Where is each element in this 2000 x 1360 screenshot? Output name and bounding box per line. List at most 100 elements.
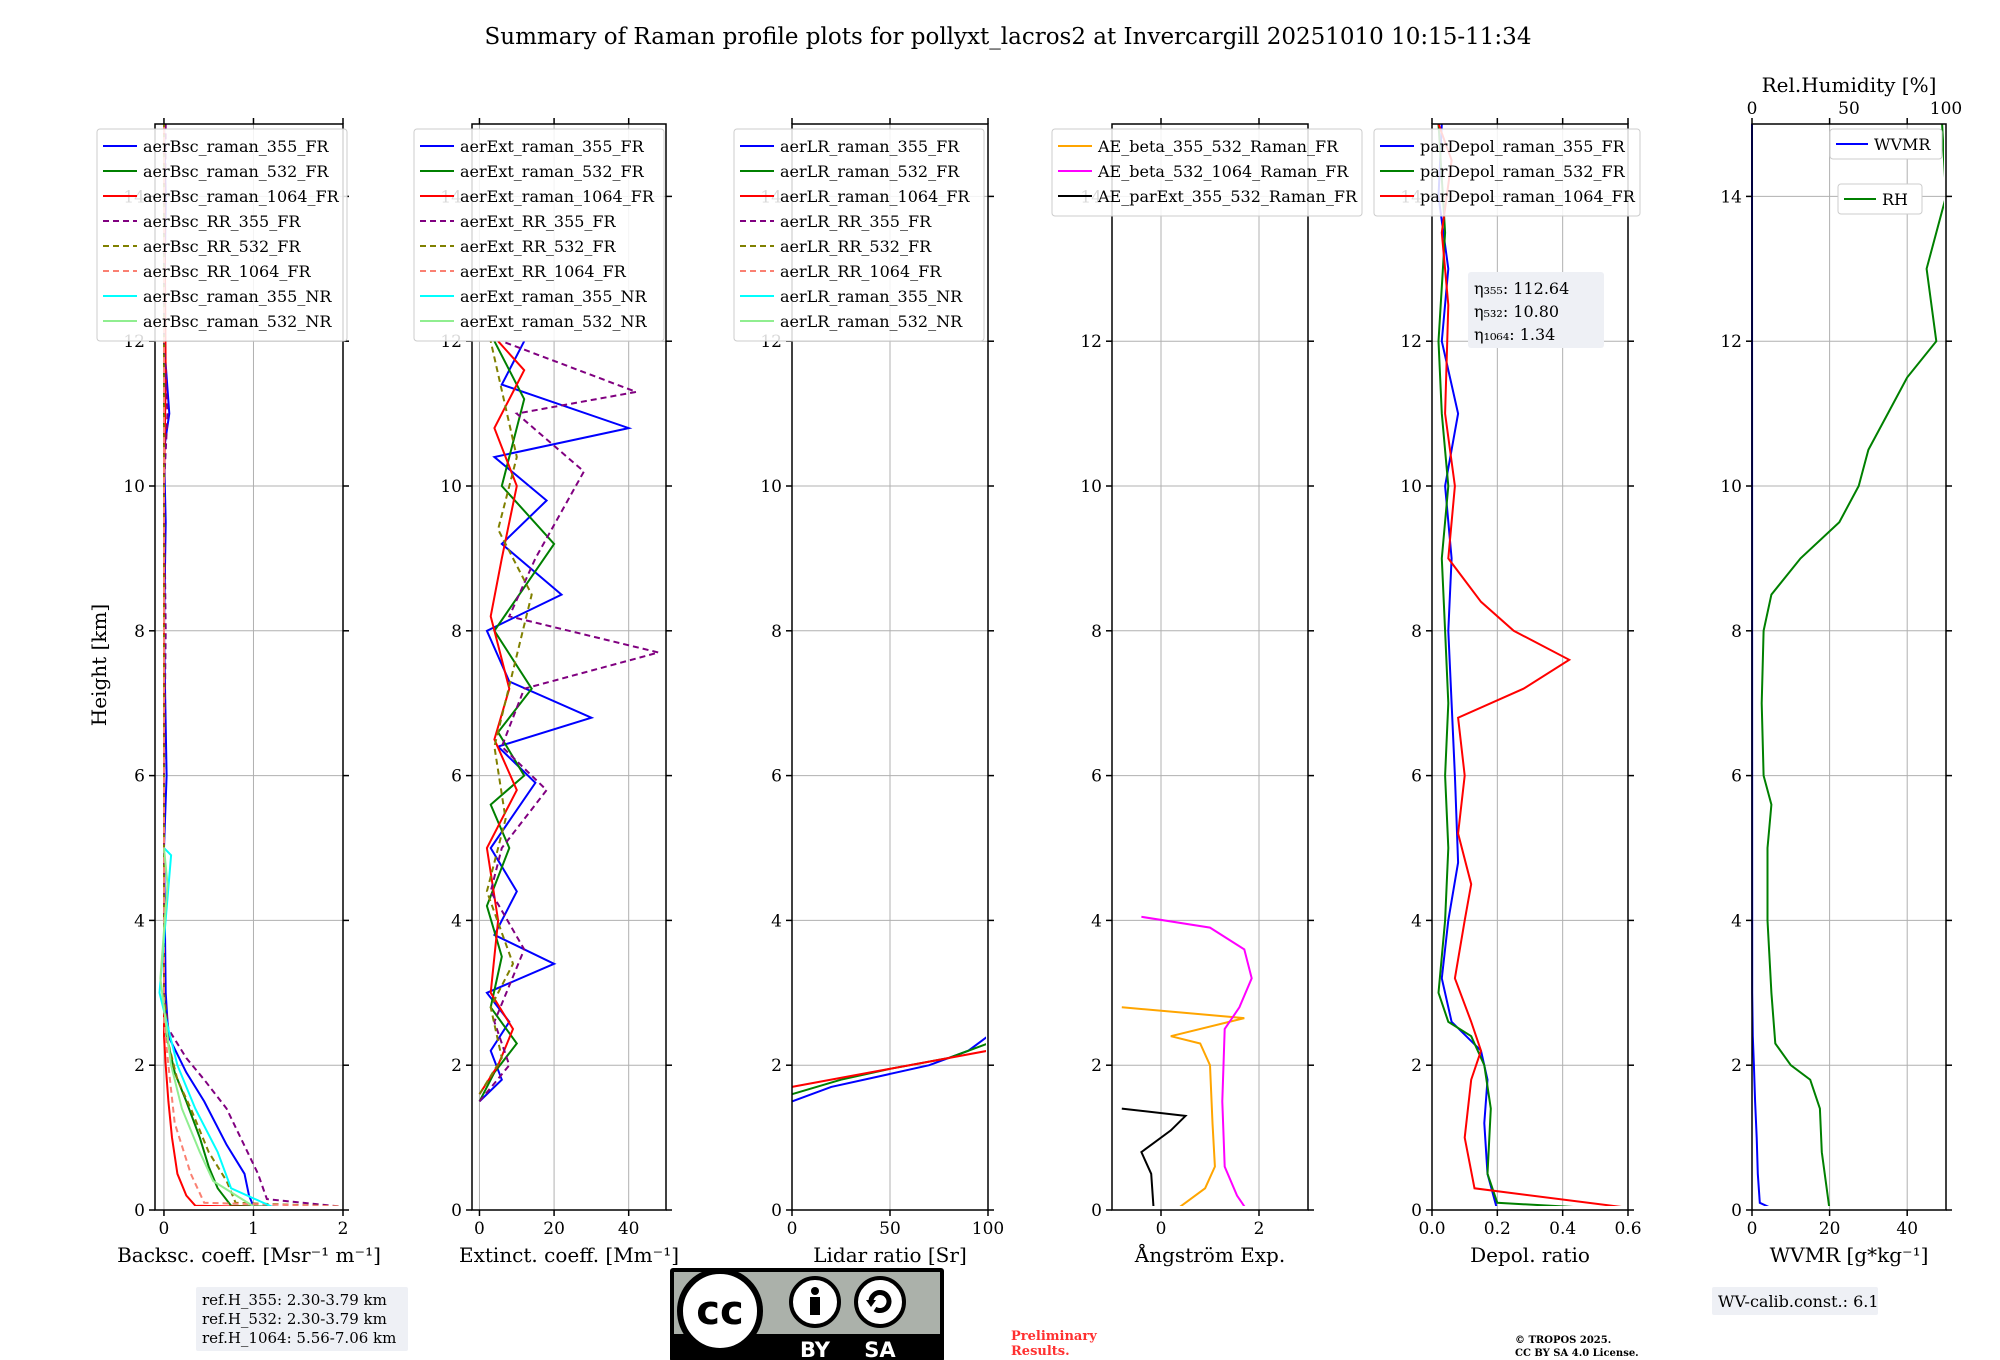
eta-box bbox=[1468, 272, 1604, 348]
legend-label: aerLR_RR_1064_FR bbox=[780, 262, 942, 281]
y-tick-label: 10 bbox=[1080, 477, 1102, 497]
preliminary-line-1: Preliminary bbox=[1011, 1329, 1097, 1344]
eta-line: η₃₅₅: 112.64 bbox=[1474, 279, 1569, 298]
x-axis-label: Backsc. coeff. [Msr⁻¹ m⁻¹] bbox=[117, 1243, 381, 1267]
x-tick-label: 0.6 bbox=[1614, 1219, 1641, 1239]
series-group bbox=[158, 124, 339, 1206]
legend-label: aerBsc_RR_355_FR bbox=[143, 212, 301, 231]
y-tick-label: 8 bbox=[1091, 622, 1102, 642]
y-tick-label: 2 bbox=[1091, 1056, 1102, 1076]
series-line-aerBsc_RR_355_FR bbox=[162, 124, 339, 1206]
series-group bbox=[1121, 915, 1253, 1206]
top-tick-label: 50 bbox=[1838, 99, 1860, 119]
top-tick-label: 0 bbox=[1747, 99, 1758, 119]
series-line-aerLR_raman_355_FR bbox=[791, 1036, 986, 1103]
y-tick-label: 10 bbox=[123, 477, 145, 497]
x-tick-label: 2 bbox=[1254, 1219, 1265, 1239]
legend-label: aerBsc_raman_355_FR bbox=[143, 137, 329, 156]
series-line-aerExt_raman_1064_FR bbox=[478, 340, 526, 1095]
x-tick-label: 100 bbox=[972, 1219, 1004, 1239]
legend-label: AE_parExt_355_532_Raman_FR bbox=[1097, 187, 1358, 206]
y-tick-label: 12 bbox=[1720, 332, 1742, 352]
x-tick-label: 1 bbox=[248, 1219, 259, 1239]
y-tick-label: 2 bbox=[1731, 1056, 1742, 1076]
y-tick-label: 8 bbox=[451, 622, 462, 642]
copyright-line-2: CC BY SA 4.0 License. bbox=[1515, 1348, 1639, 1359]
x-tick-label: 0 bbox=[159, 1219, 170, 1239]
panel-angstrom: 0202468101214Ångström Exp.AE_beta_355_53… bbox=[1051, 118, 1363, 1267]
legend-box bbox=[413, 128, 665, 342]
panel-backscatter: 01202468101214Backsc. coeff. [Msr⁻¹ m⁻¹]… bbox=[96, 118, 381, 1267]
series-line-RH bbox=[1760, 124, 1944, 1206]
legend-label: aerExt_raman_355_NR bbox=[460, 287, 648, 306]
y-tick-label: 4 bbox=[771, 911, 782, 931]
series-line-parDepol_raman_355_FR bbox=[1437, 124, 1498, 1206]
y-tick-label: 10 bbox=[1400, 477, 1422, 497]
y-tick-label: 4 bbox=[1731, 911, 1742, 931]
legend-label: aerBsc_raman_355_NR bbox=[143, 287, 332, 306]
legend-label: aerBsc_raman_532_NR bbox=[143, 312, 332, 331]
legend-label: aerLR_raman_532_FR bbox=[780, 162, 960, 181]
y-tick-label: 6 bbox=[771, 767, 782, 787]
axes-frame bbox=[154, 123, 344, 1211]
y-tick-label: 8 bbox=[771, 622, 782, 642]
eta-line: η₁₀₆₄: 1.34 bbox=[1474, 325, 1555, 344]
legend-box-wvmr bbox=[1829, 128, 1943, 160]
wv-calib-box: WV-calib.const.: 6.1 bbox=[1712, 1287, 1879, 1315]
y-tick-label: 6 bbox=[1731, 767, 1742, 787]
ref-height-355: ref.H_355: 2.30-3.79 km bbox=[202, 1291, 387, 1309]
y-tick-label: 12 bbox=[1400, 332, 1422, 352]
series-line-parDepol_raman_532_FR bbox=[1437, 124, 1574, 1206]
x-axis-label: Ångström Exp. bbox=[1134, 1242, 1285, 1267]
legend-label: aerLR_RR_532_FR bbox=[780, 237, 932, 256]
panel-extinction: 0204002468101214Extinct. coeff. [Mm⁻¹]ae… bbox=[413, 118, 679, 1267]
y-tick-label: 6 bbox=[1091, 767, 1102, 787]
series-line-AE_parExt_355_532_Raman_FR bbox=[1121, 1107, 1188, 1206]
y-axis-label: Height [km] bbox=[87, 604, 111, 726]
legend-label: aerBsc_raman_1064_FR bbox=[143, 187, 340, 206]
series-group bbox=[478, 340, 659, 1103]
y-tick-label: 8 bbox=[134, 622, 145, 642]
series-line-aerExt_RR_355_FR bbox=[478, 340, 659, 1103]
x-tick-label: 50 bbox=[879, 1219, 901, 1239]
x-tick-label: 0.2 bbox=[1484, 1219, 1511, 1239]
y-tick-label: 4 bbox=[1091, 911, 1102, 931]
y-tick-label: 2 bbox=[451, 1056, 462, 1076]
ref-height-1064: ref.H_1064: 5.56-7.06 km bbox=[202, 1329, 396, 1347]
y-tick-label: 2 bbox=[134, 1056, 145, 1076]
legend-label: aerLR_raman_355_NR bbox=[780, 287, 963, 306]
x-tick-label: 0.4 bbox=[1549, 1219, 1576, 1239]
legend-label: parDepol_raman_532_FR bbox=[1420, 162, 1626, 181]
x-tick-label: 0.0 bbox=[1418, 1219, 1445, 1239]
x-tick-label: 20 bbox=[1819, 1219, 1841, 1239]
axes-frame bbox=[471, 123, 667, 1211]
x-axis-label: Depol. ratio bbox=[1470, 1243, 1590, 1267]
y-tick-label: 0 bbox=[1731, 1201, 1742, 1221]
series-line-AE_beta_355_532_Raman_FR bbox=[1121, 1006, 1245, 1206]
series-line-aerBsc_raman_355_NR bbox=[158, 847, 272, 1206]
wv-calib-text: WV-calib.const.: 6.1 bbox=[1718, 1292, 1879, 1311]
sa-share-icon bbox=[854, 1276, 906, 1328]
legend-label: AE_beta_532_1064_Raman_FR bbox=[1097, 162, 1349, 181]
axes-frame bbox=[1431, 123, 1629, 1211]
y-tick-label: 2 bbox=[1411, 1056, 1422, 1076]
y-tick-label: 0 bbox=[1411, 1201, 1422, 1221]
x-axis-label: Lidar ratio [Sr] bbox=[813, 1243, 967, 1267]
y-tick-label: 4 bbox=[134, 911, 145, 931]
x-axis-label: WVMR [g*kg⁻¹] bbox=[1770, 1243, 1929, 1267]
figure-title: Summary of Raman profile plots for polly… bbox=[485, 24, 1532, 50]
series-group bbox=[791, 1036, 986, 1103]
axes-frame bbox=[1751, 123, 1947, 1211]
y-tick-label: 12 bbox=[1080, 332, 1102, 352]
cc-logo-icon bbox=[677, 1268, 763, 1354]
y-tick-label: 0 bbox=[451, 1201, 462, 1221]
cc-license-badge: cc BY SA bbox=[670, 1268, 944, 1360]
legend-label: parDepol_raman_355_FR bbox=[1420, 137, 1626, 156]
top-tick-label: 100 bbox=[1930, 99, 1962, 119]
y-tick-label: 6 bbox=[451, 767, 462, 787]
legend-label: parDepol_raman_1064_FR bbox=[1420, 187, 1636, 206]
cc-logo-text: cc bbox=[696, 1288, 743, 1334]
series-line-aerBsc_RR_532_FR bbox=[163, 124, 339, 1206]
legend-label: aerLR_raman_1064_FR bbox=[780, 187, 970, 206]
x-tick-label: 40 bbox=[1896, 1219, 1918, 1239]
